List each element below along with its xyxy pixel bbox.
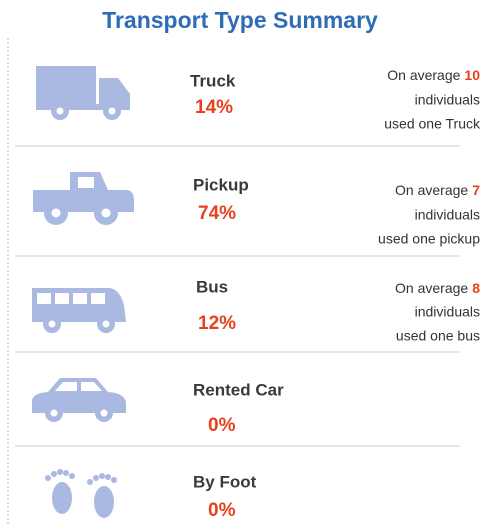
row-share: 14% [195,97,233,118]
row-note: On average 8 [395,280,480,296]
row-label: Bus [196,277,228,296]
row-share: 0% [208,500,236,521]
row-note: used one Truck [384,116,481,132]
car-icon [32,378,126,422]
row-note: individuals [415,304,480,320]
row-label: Truck [190,71,236,90]
row-note: On average 7 [395,182,480,198]
pickup-icon [33,172,134,225]
truck-icon [36,66,130,120]
row-label: Rented Car [193,380,284,399]
footprints-icon [45,469,117,518]
row-share: 74% [198,203,236,224]
row-share: 12% [198,313,236,334]
note-text: On average [395,280,468,296]
title: Transport Type Summary [102,7,378,33]
note-average: 8 [472,280,480,296]
bus-icon [32,288,126,333]
row-note: used one bus [396,328,480,344]
row-note: On average 10 [387,67,480,83]
note-average: 10 [464,67,480,83]
row-label: By Foot [193,472,257,491]
note-text: On average [387,67,460,83]
row-note: individuals [415,92,480,108]
row-share: 0% [208,415,236,436]
note-average: 7 [472,182,480,198]
note-text: On average [395,182,468,198]
row-label: Pickup [193,175,249,194]
row-note: used one pickup [378,231,480,247]
row-note: individuals [415,207,480,223]
